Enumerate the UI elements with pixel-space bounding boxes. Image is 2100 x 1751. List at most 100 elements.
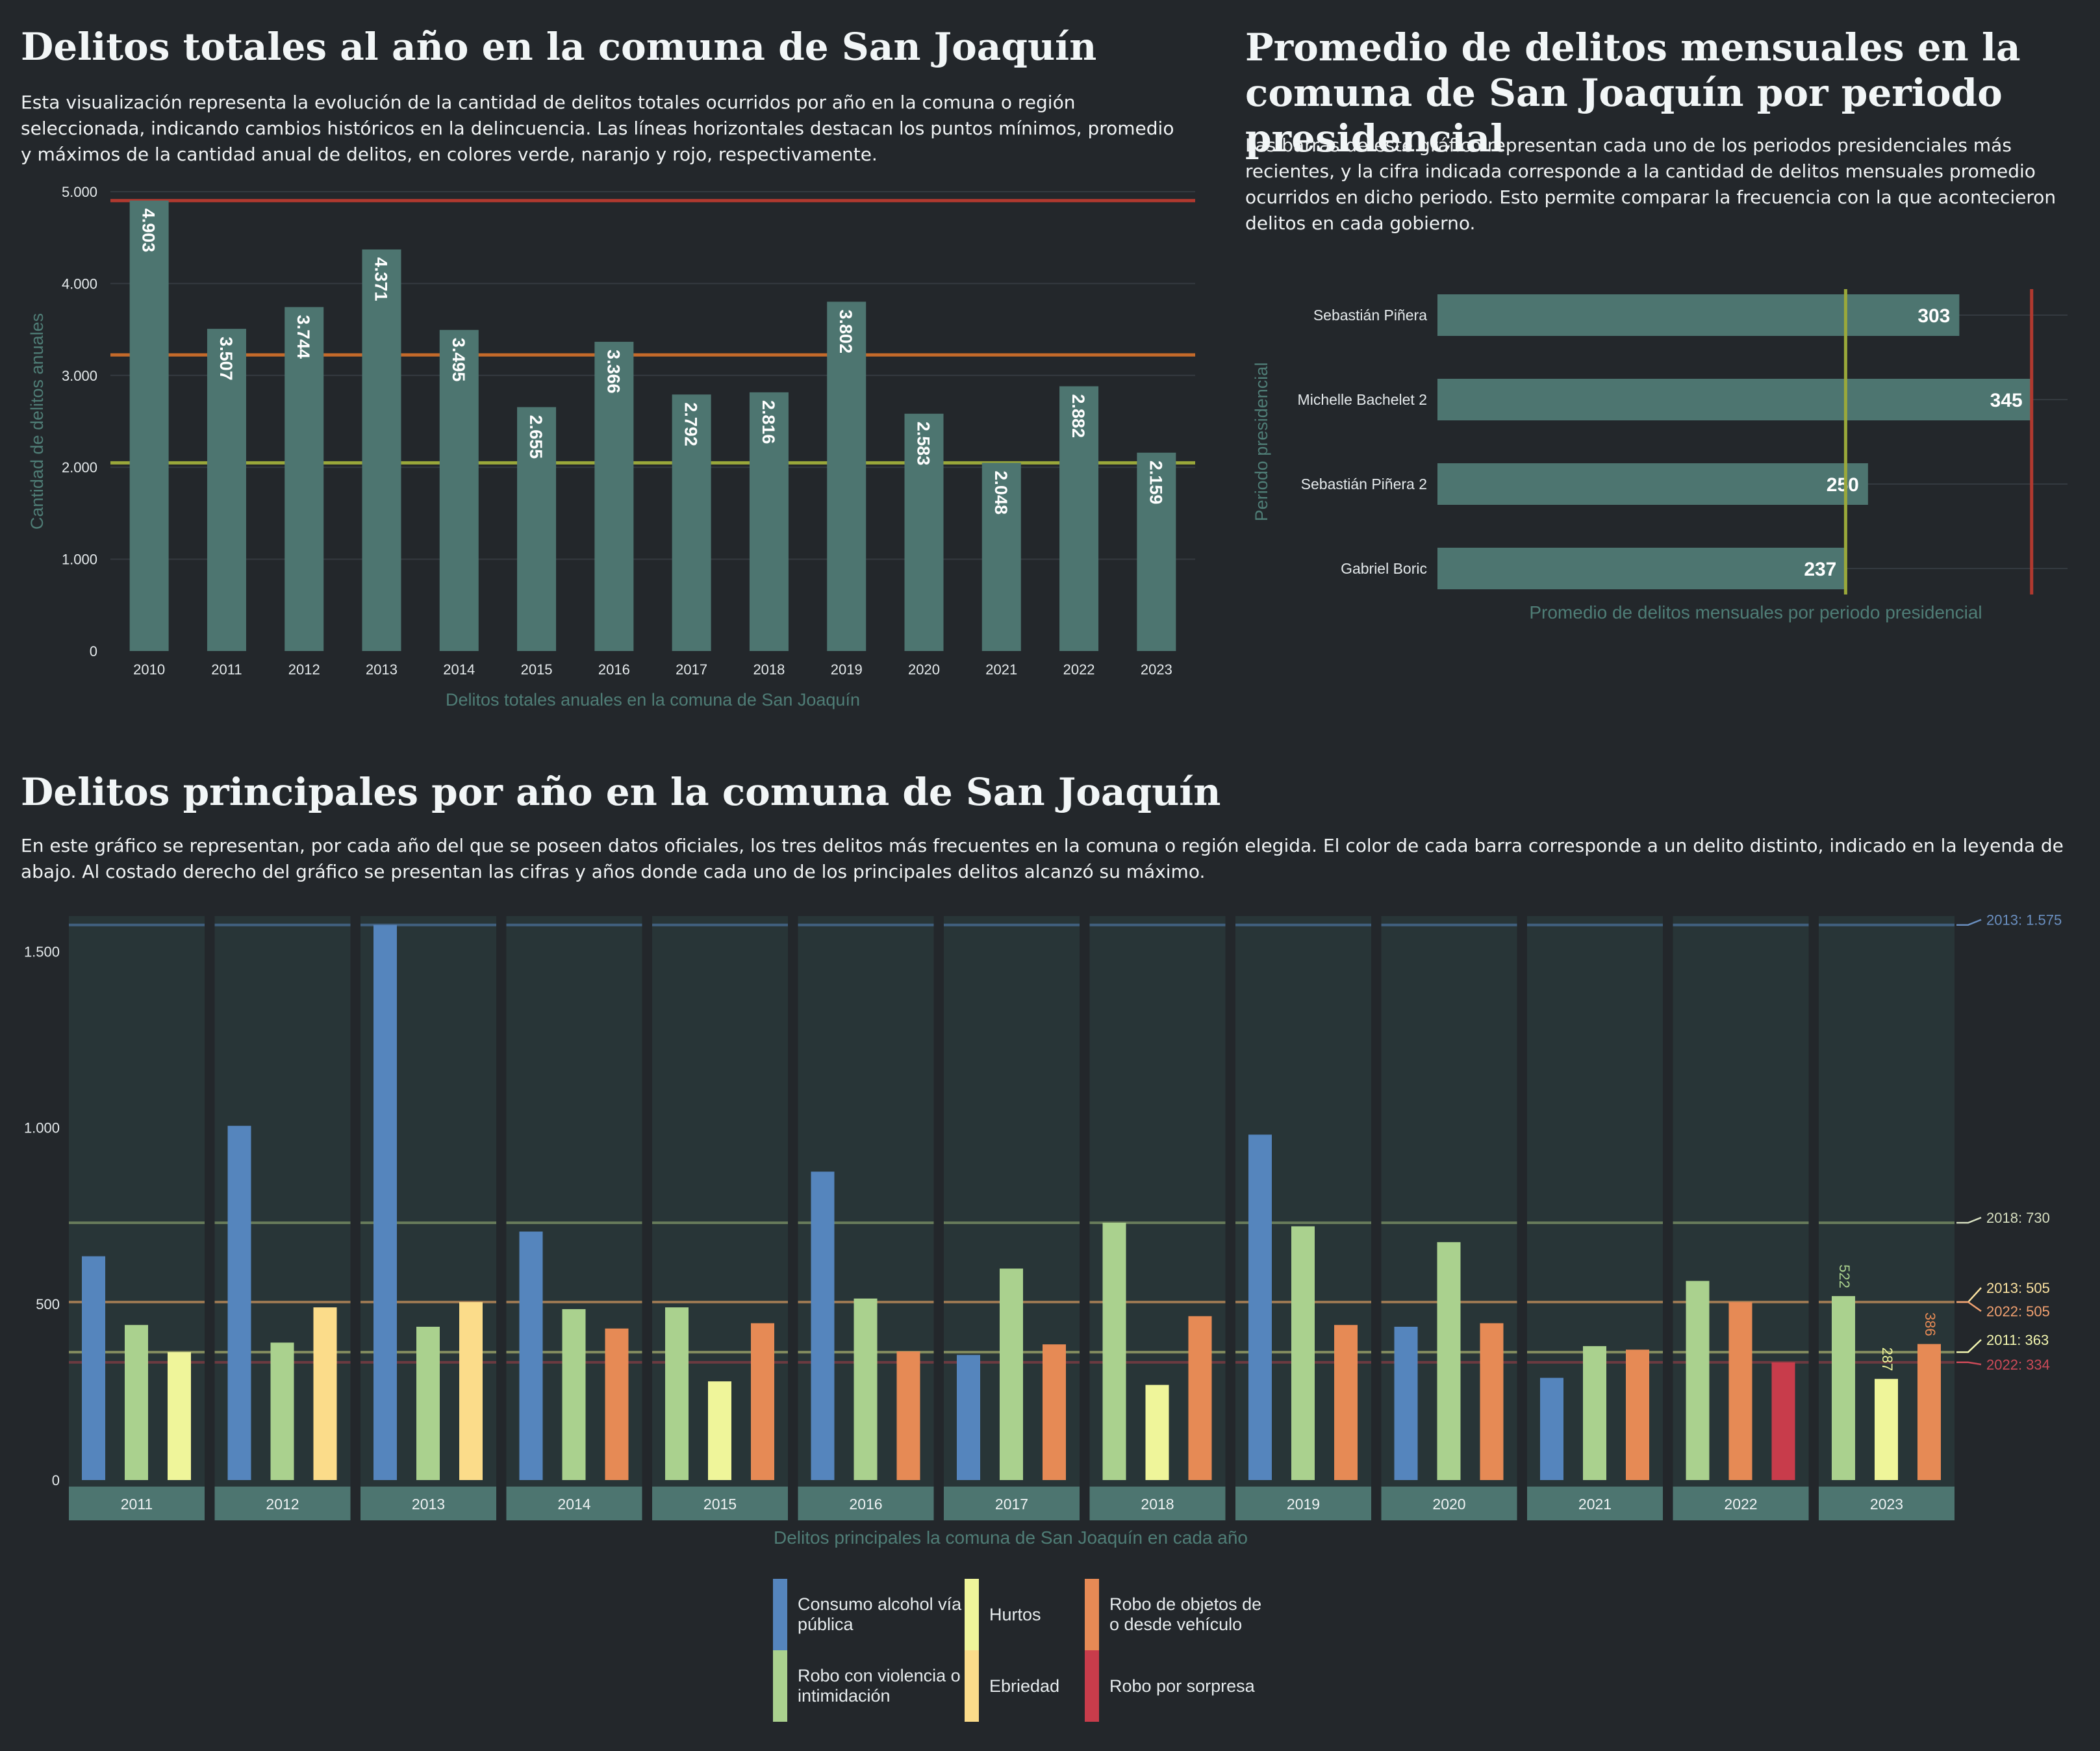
y-tick-label: 0 bbox=[90, 643, 97, 659]
bar bbox=[285, 307, 324, 651]
facet-label: 2011 bbox=[121, 1496, 153, 1513]
bar bbox=[749, 392, 789, 651]
facet-strip bbox=[1381, 1487, 1517, 1520]
max-annotation: 2022: 505 bbox=[1986, 1303, 2050, 1320]
legend-swatch bbox=[773, 1650, 787, 1722]
facet-strip bbox=[361, 1487, 496, 1520]
annotation-connector bbox=[1956, 1339, 1982, 1353]
annotation-connector bbox=[1956, 1301, 1982, 1312]
legend-label: Ebriedad bbox=[989, 1676, 1060, 1696]
facet-label: 2022 bbox=[1724, 1496, 1757, 1513]
bar-value-label: 4.371 bbox=[372, 257, 391, 301]
legend-swatch bbox=[965, 1579, 979, 1650]
bar bbox=[751, 1323, 774, 1480]
bar bbox=[1437, 379, 2032, 420]
max-annotation: 2022: 334 bbox=[1986, 1357, 2050, 1373]
bar bbox=[313, 1307, 337, 1480]
legend-label: Hurtos bbox=[989, 1604, 1041, 1624]
facet-label: 2020 bbox=[1432, 1496, 1465, 1513]
bar bbox=[1583, 1346, 1606, 1480]
bar bbox=[517, 407, 557, 651]
facet-label: 2018 bbox=[1141, 1496, 1174, 1513]
bar-value-label: 3.495 bbox=[449, 338, 468, 382]
x-tick-label: 2013 bbox=[366, 661, 398, 678]
facet-strip bbox=[69, 1487, 205, 1520]
facet-strip bbox=[798, 1487, 934, 1520]
bar-value-label: 2.655 bbox=[526, 415, 546, 459]
legend-swatch bbox=[1085, 1650, 1099, 1722]
bar bbox=[207, 329, 246, 651]
x-tick-label: 2020 bbox=[908, 661, 940, 678]
facet-label: 2019 bbox=[1287, 1496, 1320, 1513]
facet-label: 2023 bbox=[1870, 1496, 1903, 1513]
bar bbox=[1059, 386, 1099, 651]
y-tick-label: 1.000 bbox=[24, 1120, 60, 1136]
y-axis-title: Periodo presidencial bbox=[1252, 363, 1271, 522]
facet-strip bbox=[1673, 1487, 1809, 1520]
max-annotation: 2018: 730 bbox=[1986, 1210, 2050, 1226]
legend-label: Robo de objetos de o desde vehículo bbox=[1109, 1594, 1262, 1634]
facet-label: 2013 bbox=[412, 1496, 445, 1513]
y-tick-label: Gabriel Boric bbox=[1341, 560, 1427, 577]
bar bbox=[519, 1231, 543, 1480]
y-tick-label: Sebastián Piñera 2 bbox=[1301, 476, 1427, 492]
x-tick-label: 2011 bbox=[211, 661, 242, 678]
chart2-svg: 303 Sebastián Piñera 345 Michelle Bachelet … bbox=[1252, 289, 2068, 622]
x-axis-title: Delitos principales la comuna de San Joa… bbox=[774, 1527, 1248, 1548]
bar bbox=[459, 1302, 483, 1480]
legend-label: Robo por sorpresa bbox=[1109, 1676, 1255, 1696]
bar bbox=[1540, 1377, 1563, 1480]
bar bbox=[957, 1355, 980, 1480]
bar bbox=[594, 342, 634, 651]
bar bbox=[1145, 1385, 1169, 1480]
y-tick-label: 4.000 bbox=[62, 275, 97, 292]
facet-label: 2021 bbox=[1578, 1496, 1612, 1513]
bar-value-label: 3.744 bbox=[294, 315, 313, 359]
annotation-connector bbox=[1956, 919, 1982, 926]
bar bbox=[1043, 1344, 1066, 1480]
facet-strip bbox=[1819, 1487, 1955, 1520]
x-tick-label: 2021 bbox=[985, 661, 1017, 678]
bar bbox=[1137, 452, 1176, 651]
facet-label: 2015 bbox=[703, 1496, 737, 1513]
facet-strip bbox=[1527, 1487, 1663, 1520]
max-annotation: 2011: 363 bbox=[1986, 1332, 2049, 1348]
bar-value-label: 2.882 bbox=[1069, 394, 1088, 438]
y-tick-label: 3.000 bbox=[62, 368, 97, 384]
chart2-description: Las barras de este gráfico representan c… bbox=[1245, 134, 2056, 234]
y-tick-label: Sebastián Piñera bbox=[1313, 307, 1427, 324]
y-tick-label: 500 bbox=[36, 1296, 60, 1312]
chart3-legend: Consumo alcohol vía pública Robo con vio… bbox=[773, 1572, 1267, 1722]
legend-swatch bbox=[1085, 1579, 1099, 1650]
bar-value-label: 303 bbox=[1917, 305, 1950, 327]
bar bbox=[362, 249, 401, 651]
bar-value-label: 287 bbox=[1879, 1348, 1895, 1372]
bar-value-label: 2.816 bbox=[759, 400, 778, 444]
annotation-connector bbox=[1956, 1216, 1982, 1224]
x-tick-label: 2015 bbox=[521, 661, 553, 678]
bar bbox=[1394, 1327, 1418, 1480]
bar-value-label: 250 bbox=[1827, 474, 1859, 496]
y-tick-label: Michelle Bachelet 2 bbox=[1298, 391, 1427, 408]
chart3-title: Delitos principales por año en la comuna… bbox=[21, 770, 1221, 814]
bar-value-label: 2.159 bbox=[1146, 461, 1165, 505]
x-tick-label: 2018 bbox=[753, 661, 785, 678]
bar bbox=[981, 463, 1021, 651]
x-tick-label: 2022 bbox=[1063, 661, 1095, 678]
y-tick-label: 2.000 bbox=[62, 459, 97, 476]
legend-label: Robo con violencia o intimidación bbox=[798, 1666, 961, 1706]
facet-strip bbox=[944, 1487, 1080, 1520]
bar bbox=[827, 301, 867, 651]
legend-swatch bbox=[773, 1579, 787, 1650]
facet-strip bbox=[214, 1487, 351, 1520]
bar bbox=[1188, 1316, 1212, 1480]
chart3-description: En este gráfico se representan, por cada… bbox=[21, 835, 2064, 882]
x-axis-title: Delitos totales anuales en la comuna de … bbox=[446, 690, 860, 709]
bar-value-label: 345 bbox=[1990, 390, 2023, 411]
y-tick-label: 5.000 bbox=[62, 184, 97, 200]
bar-value-label: 2.048 bbox=[991, 470, 1011, 515]
y-tick-label: 1.500 bbox=[24, 943, 60, 960]
facet-label: 2017 bbox=[995, 1496, 1028, 1513]
x-tick-label: 2014 bbox=[443, 661, 475, 678]
bar-value-label: 522 bbox=[1836, 1264, 1853, 1288]
